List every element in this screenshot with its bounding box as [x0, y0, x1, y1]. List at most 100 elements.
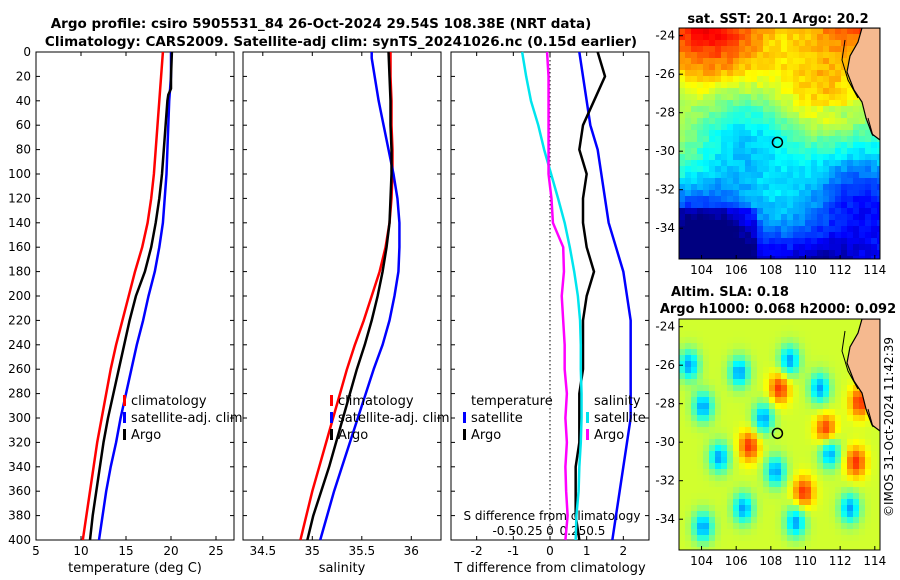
heatmap-cell [697, 403, 704, 410]
heatmap-cell [751, 46, 758, 53]
heatmap-cell [805, 196, 812, 203]
heatmap-cell [715, 367, 722, 374]
heatmap-cell [715, 94, 722, 101]
heatmap-cell [709, 34, 716, 41]
heatmap-cell [787, 82, 794, 89]
heatmap-cell [751, 367, 758, 374]
heatmap-cell [853, 433, 860, 440]
heatmap-cell [751, 535, 758, 542]
heatmap-cell [841, 397, 848, 404]
heatmap-cell [811, 226, 818, 233]
heatmap-cell [853, 517, 860, 524]
heatmap-cell [853, 202, 860, 209]
heatmap-cell [751, 511, 758, 518]
heatmap-cell [691, 256, 698, 259]
heatmap-cell [865, 220, 872, 227]
legend-left-swatch [463, 429, 466, 440]
heatmap-cell [763, 367, 770, 374]
heatmap-cell [727, 190, 734, 197]
heatmap-cell [817, 130, 824, 137]
heatmap-cell [853, 415, 860, 422]
heatmap-cell [697, 244, 704, 251]
heatmap-cell [859, 214, 866, 221]
heatmap-cell [799, 373, 806, 380]
heatmap-cell [823, 52, 830, 59]
heatmap-cell [739, 148, 746, 155]
heatmap-cell [757, 445, 764, 452]
heatmap-cell [781, 142, 788, 149]
heatmap-cell [727, 166, 734, 173]
heatmap-cell [787, 190, 794, 197]
heatmap-cell [751, 88, 758, 95]
heatmap-cell [781, 475, 788, 482]
heatmap-cell [769, 154, 776, 161]
heatmap-cell [709, 361, 716, 368]
heatmap-cell [751, 319, 758, 326]
heatmap-cell [793, 58, 800, 65]
heatmap-cell [823, 148, 830, 155]
heatmap-cell [697, 541, 704, 548]
heatmap-cell [745, 403, 752, 410]
map-lat-tick-label: -28 [655, 397, 675, 411]
heatmap-cell [805, 343, 812, 350]
heatmap-cell [805, 517, 812, 524]
heatmap-cell [811, 148, 818, 155]
heatmap-cell [691, 355, 698, 362]
heatmap-cell [799, 100, 806, 107]
heatmap-cell [685, 142, 692, 149]
heatmap-cell [745, 475, 752, 482]
heatmap-cell [805, 106, 812, 113]
heatmap-cell [787, 52, 794, 59]
heatmap-cell [841, 94, 848, 101]
heatmap-cell [799, 112, 806, 119]
heatmap-cell [805, 118, 812, 125]
heatmap-cell [751, 226, 758, 233]
heatmap-cell [721, 385, 728, 392]
heatmap-cell [817, 106, 824, 113]
heatmap-cell [865, 154, 872, 161]
heatmap-cell [709, 325, 716, 332]
heatmap-cell [685, 457, 692, 464]
heatmap-cell [733, 112, 740, 119]
heatmap-cell [721, 76, 728, 83]
heatmap-cell [763, 184, 770, 191]
heatmap-cell [727, 421, 734, 428]
heatmap-cell [823, 208, 830, 215]
heatmap-cell [841, 112, 848, 119]
heatmap-cell [847, 136, 854, 143]
heatmap-cell [811, 178, 818, 185]
heatmap-cell [691, 403, 698, 410]
heatmap-cell [769, 457, 776, 464]
heatmap-cell [709, 220, 716, 227]
heatmap-cell [781, 529, 788, 536]
heatmap-cell [721, 154, 728, 161]
heatmap-cell [793, 106, 800, 113]
heatmap-cell [685, 136, 692, 143]
heatmap-cell [823, 499, 830, 506]
heatmap-cell [721, 34, 728, 41]
heatmap-cell [691, 421, 698, 428]
heatmap-cell [679, 40, 686, 47]
heatmap-cell [697, 208, 704, 215]
heatmap-cell [805, 439, 812, 446]
heatmap-cell [709, 397, 716, 404]
heatmap-cell [775, 427, 782, 434]
heatmap-cell [751, 160, 758, 167]
heatmap-cell [853, 106, 860, 113]
heatmap-cell [871, 244, 878, 251]
heatmap-cell [697, 379, 704, 386]
heatmap-cell [769, 190, 776, 197]
heatmap-cell [679, 355, 686, 362]
heatmap-cell [715, 337, 722, 344]
heatmap-cell [841, 373, 848, 380]
heatmap-cell [685, 529, 692, 536]
heatmap-cell [877, 469, 880, 476]
heatmap-cell [703, 112, 710, 119]
heatmap-cell [709, 409, 716, 416]
heatmap-cell [841, 349, 848, 356]
heatmap-cell [871, 136, 878, 143]
heatmap-cell [841, 154, 848, 161]
heatmap-cell [709, 100, 716, 107]
heatmap-cell [775, 481, 782, 488]
heatmap-cell [679, 28, 686, 35]
